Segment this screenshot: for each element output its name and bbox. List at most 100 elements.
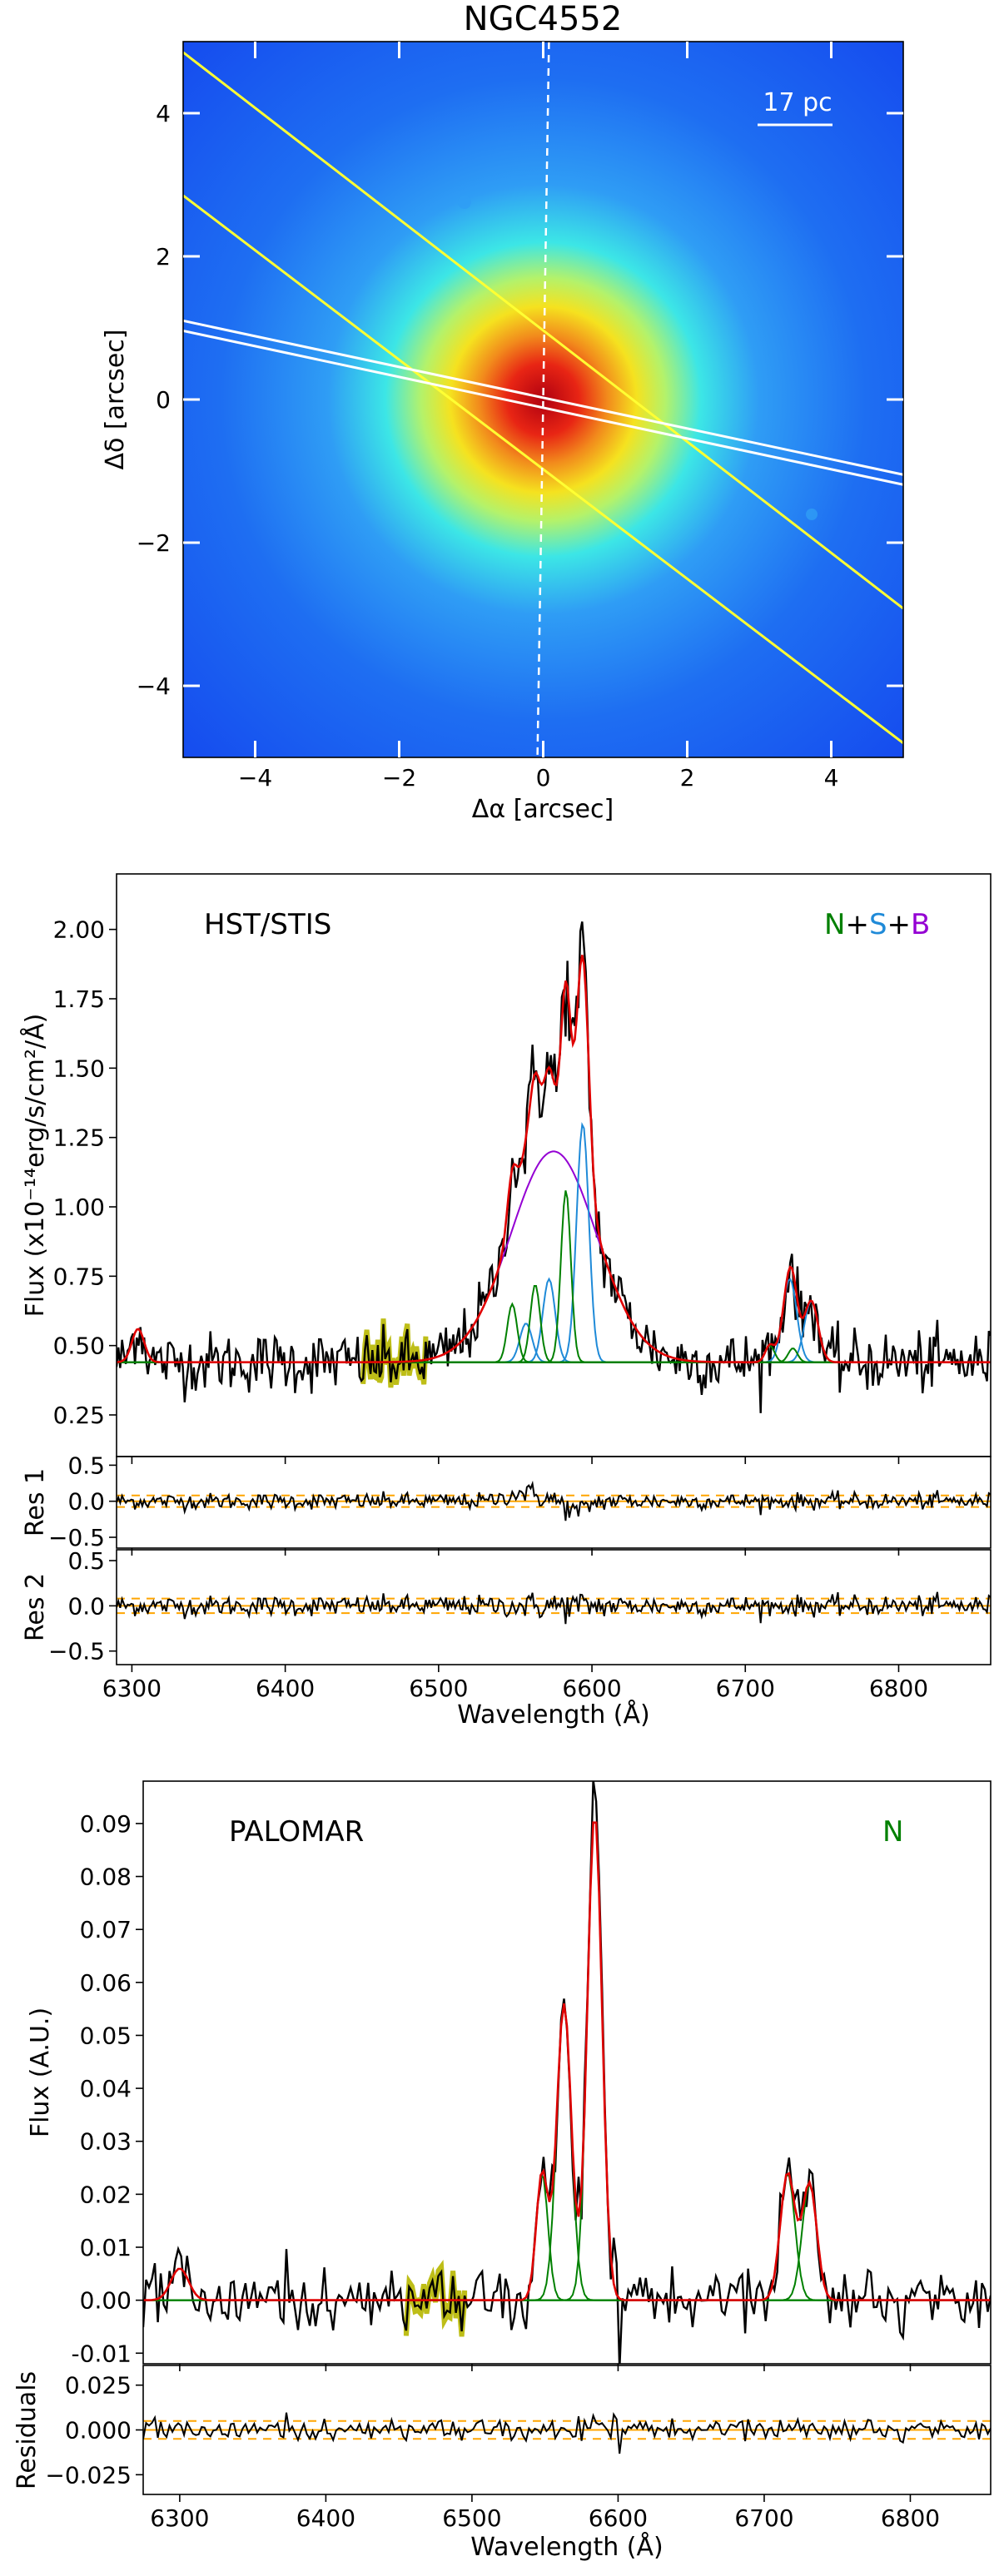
stis-ytick-label: 2.00 — [53, 916, 105, 944]
image-xtick-label: −2 — [382, 764, 416, 792]
stis-xtick-label: 6800 — [869, 1675, 928, 1702]
stis-xlabel: Wavelength (Å) — [457, 1700, 649, 1730]
image-ytick-label: 0 — [156, 386, 171, 414]
stis-ytick-label: 0.25 — [53, 1402, 105, 1429]
palomar-xtick-label: 6500 — [442, 2504, 501, 2532]
palomar-total-model — [143, 1821, 991, 2301]
palomar-ytick-label: 0.05 — [80, 2022, 132, 2049]
stis-res-ytick-label: 0.5 — [67, 1452, 105, 1479]
palomar-ytick-label: 0.04 — [80, 2075, 132, 2102]
stis-second-component-1 — [117, 1277, 991, 1363]
palomar-xlabel: Wavelength (Å) — [470, 2532, 663, 2562]
palomar-ytick-label: 0.02 — [80, 2181, 132, 2208]
palomar-xtick-label: 6600 — [589, 2504, 648, 2532]
stis-legend-part: N — [824, 908, 845, 941]
palomar-ytick-label: 0.00 — [80, 2287, 132, 2315]
slit-line-2 — [183, 319, 903, 476]
image-ytick-label: 2 — [156, 243, 171, 271]
palomar-xtick-label: 6400 — [296, 2504, 355, 2532]
palomar-res-ytick-label: 0.000 — [65, 2417, 132, 2444]
scale-bar-label: 17 pc — [763, 88, 832, 117]
slit-line-0 — [183, 51, 903, 610]
stis-ylabel: Flux (x10⁻¹⁴erg/s/cm²/Å) — [20, 1014, 50, 1318]
palomar-narrow-component-5 — [143, 2181, 991, 2301]
image-ytick-label: −4 — [137, 673, 171, 700]
palomar-res-label: Residuals — [12, 2371, 42, 2489]
stis-ytick-label: 1.50 — [53, 1055, 105, 1082]
stis-res1-frame — [116, 1456, 992, 1549]
stis-ytick-label: 0.50 — [53, 1333, 105, 1360]
stis-label: HST/STIS — [204, 908, 331, 941]
stis-xtick-label: 6500 — [409, 1675, 468, 1702]
stis-ytick-label: 1.25 — [53, 1124, 105, 1152]
stis-ytick-label: 1.00 — [53, 1194, 105, 1221]
stis-legend-part: B — [911, 908, 930, 941]
image-ylabel: Δδ [arcsec] — [101, 330, 130, 470]
stis-res-ytick-label: 0.0 — [67, 1592, 105, 1620]
image-xtick-label: 0 — [536, 764, 551, 792]
image-xtick-label: 4 — [824, 764, 839, 792]
stis-res-ytick-label: 0.5 — [67, 1547, 105, 1575]
stis-residual-0 — [117, 1480, 991, 1521]
image-title: NGC4552 — [464, 0, 623, 38]
stis-xtick-label: 6300 — [102, 1675, 162, 1702]
palomar-narrow-component-3 — [143, 1821, 991, 2301]
palomar-legend-part: N — [882, 1815, 903, 1849]
palomar-narrow-component-0 — [143, 2268, 991, 2301]
palomar-observed-spectrum — [143, 1781, 991, 2364]
stis-residual-1 — [117, 1591, 991, 1625]
palomar-ytick-label: -0.01 — [72, 2340, 132, 2367]
stis-res-ytick-label: −0.5 — [48, 1638, 105, 1665]
palomar-res-ytick-label: 0.025 — [65, 2372, 132, 2400]
stis-legend-part: + — [845, 908, 869, 941]
stis-narrow-component-2 — [117, 1190, 991, 1363]
galaxy-light — [183, 42, 903, 757]
palomar-ytick-label: 0.01 — [80, 2234, 132, 2261]
stis-res2-label: Res 2 — [21, 1573, 50, 1641]
stis-res-ytick-label: −0.5 — [48, 1524, 105, 1551]
image-xtick-label: −4 — [238, 764, 272, 792]
palomar-ytick-label: 0.09 — [80, 1810, 132, 1838]
palomar-label: PALOMAR — [229, 1815, 364, 1849]
slit-line-1 — [183, 194, 903, 744]
stis-legend-part: S — [869, 908, 887, 941]
image-ytick-label: −2 — [137, 529, 171, 557]
galaxy-image-panel: NGC4552 −4 −2 0 2 4 −4 −2 0 2 4 17 pc Δα [arcsec]… — [101, 0, 904, 824]
palomar-ytick-label: 0.03 — [80, 2128, 132, 2156]
stis-xtick-label: 6400 — [256, 1675, 315, 1702]
stis-ytick-label: 0.75 — [53, 1263, 105, 1290]
image-xlabel: Δα [arcsec] — [472, 795, 614, 824]
stis-components-legend: N+S+B — [824, 908, 930, 941]
stis-legend-part: + — [887, 908, 912, 941]
stis-xtick-label: 6600 — [562, 1675, 621, 1702]
palomar-spectrum-panel: -0.01 0.00 0.01 0.02 0.03 0.04 0.05 0.06 0.07 0.0… — [12, 1780, 992, 2562]
palomar-main-frame — [142, 1780, 992, 2365]
stis-broad-component — [117, 1150, 991, 1363]
faint-source-1 — [458, 196, 471, 209]
stis-spectrum-panel: 0.25 0.50 0.75 1.00 1.25 1.50 1.75 2.00 −0.5 0.0 0… — [20, 873, 992, 1730]
image-xtick-label: 2 — [680, 764, 695, 792]
stis-xtick-label: 6700 — [716, 1675, 775, 1702]
palomar-components-legend: N — [882, 1815, 903, 1849]
stis-ytick-label: 1.75 — [53, 985, 105, 1013]
stis-second-component-2 — [117, 1121, 991, 1363]
palomar-xtick-label: 6700 — [734, 2504, 793, 2532]
stis-total-model — [117, 955, 991, 1363]
stis-observed-spectrum — [117, 921, 991, 1413]
faint-source-2 — [806, 509, 818, 520]
palomar-residual-0 — [143, 2411, 991, 2454]
palomar-res-ytick-label: −0.025 — [45, 2461, 132, 2489]
palomar-xtick-label: 6800 — [881, 2504, 940, 2532]
palomar-xtick-label: 6300 — [150, 2504, 209, 2532]
stis-second-component-4 — [117, 1278, 991, 1363]
palomar-narrow-component-4 — [143, 2174, 991, 2301]
stis-res-ytick-label: 0.0 — [67, 1488, 105, 1516]
stis-res2-frame — [116, 1549, 992, 1665]
stis-res1-label: Res 1 — [21, 1468, 50, 1536]
palomar-ytick-label: 0.06 — [80, 1969, 132, 1997]
palomar-narrow-component-1 — [143, 2176, 991, 2301]
palomar-ylabel: Flux (A.U.) — [26, 2008, 55, 2137]
palomar-ytick-label: 0.07 — [80, 1916, 132, 1943]
image-ytick-label: 4 — [156, 100, 171, 127]
